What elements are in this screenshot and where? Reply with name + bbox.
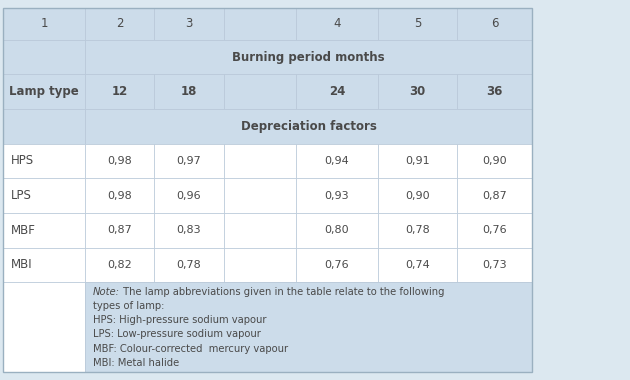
Bar — [296, 8, 378, 40]
Text: 0,76: 0,76 — [482, 225, 507, 235]
Text: 0,97: 0,97 — [176, 156, 202, 166]
Bar — [3, 8, 532, 372]
Text: 2: 2 — [116, 17, 123, 30]
Bar — [154, 74, 224, 109]
Bar — [3, 8, 85, 40]
Bar — [85, 178, 154, 213]
Text: 0,83: 0,83 — [176, 225, 202, 235]
Bar — [85, 144, 154, 178]
Text: Burning period months: Burning period months — [232, 51, 385, 63]
Text: 1: 1 — [40, 17, 48, 30]
Text: Note:: Note: — [93, 287, 120, 297]
Bar — [378, 74, 457, 109]
Bar — [3, 74, 85, 109]
Text: 3: 3 — [185, 17, 193, 30]
Text: 0,78: 0,78 — [176, 260, 202, 270]
Bar — [378, 213, 457, 248]
Bar — [457, 248, 532, 282]
Text: 0,98: 0,98 — [107, 191, 132, 201]
Text: 0,80: 0,80 — [324, 225, 350, 235]
Bar — [85, 109, 532, 144]
Text: 0,93: 0,93 — [324, 191, 350, 201]
Bar — [378, 248, 457, 282]
Text: 0,74: 0,74 — [405, 260, 430, 270]
Bar — [3, 109, 85, 144]
Bar — [85, 248, 154, 282]
Text: 0,94: 0,94 — [324, 156, 350, 166]
Text: 0,98: 0,98 — [107, 156, 132, 166]
Text: 0,87: 0,87 — [107, 225, 132, 235]
Bar — [296, 74, 378, 109]
Text: 0,90: 0,90 — [405, 191, 430, 201]
Text: 0,82: 0,82 — [107, 260, 132, 270]
Bar — [296, 144, 378, 178]
Bar — [154, 178, 224, 213]
Bar — [3, 248, 85, 282]
Bar — [154, 144, 224, 178]
Text: 24: 24 — [329, 85, 345, 98]
Text: 0,91: 0,91 — [405, 156, 430, 166]
Text: 5: 5 — [414, 17, 421, 30]
Bar — [457, 213, 532, 248]
Text: 0,87: 0,87 — [482, 191, 507, 201]
Bar — [224, 248, 296, 282]
Text: types of lamp:: types of lamp: — [93, 301, 164, 311]
Bar — [85, 40, 532, 74]
Bar — [378, 144, 457, 178]
Text: 36: 36 — [486, 85, 503, 98]
Text: HPS: HPS — [11, 155, 34, 168]
Text: MBI: Metal halide: MBI: Metal halide — [93, 358, 179, 368]
Bar — [3, 213, 85, 248]
Text: LPS: Low-pressure sodium vapour: LPS: Low-pressure sodium vapour — [93, 329, 260, 339]
Text: 0,90: 0,90 — [482, 156, 507, 166]
Text: LPS: LPS — [11, 189, 32, 202]
Bar — [154, 248, 224, 282]
Bar — [296, 178, 378, 213]
Text: 18: 18 — [181, 85, 197, 98]
Bar — [85, 8, 154, 40]
Bar — [457, 178, 532, 213]
Bar — [85, 74, 154, 109]
Text: HPS: High-pressure sodium vapour: HPS: High-pressure sodium vapour — [93, 315, 266, 325]
Bar — [224, 213, 296, 248]
Text: MBF: Colour-corrected  mercury vapour: MBF: Colour-corrected mercury vapour — [93, 344, 288, 354]
Bar — [85, 213, 154, 248]
Bar — [154, 213, 224, 248]
Text: MBI: MBI — [11, 258, 32, 271]
Bar — [3, 40, 85, 74]
Text: 0,73: 0,73 — [482, 260, 507, 270]
Bar — [378, 8, 457, 40]
Text: 30: 30 — [410, 85, 425, 98]
Bar — [457, 74, 532, 109]
Bar — [224, 8, 296, 40]
Text: The lamp abbreviations given in the table relate to the following: The lamp abbreviations given in the tabl… — [120, 287, 444, 297]
Text: MBF: MBF — [11, 224, 35, 237]
Bar — [224, 144, 296, 178]
Text: Depreciation factors: Depreciation factors — [241, 120, 377, 133]
Bar — [3, 282, 85, 372]
Bar — [3, 144, 85, 178]
Text: 0,76: 0,76 — [324, 260, 350, 270]
Bar — [378, 178, 457, 213]
Text: 4: 4 — [333, 17, 341, 30]
Bar — [224, 74, 296, 109]
Text: 6: 6 — [491, 17, 498, 30]
Bar — [224, 178, 296, 213]
Text: Lamp type: Lamp type — [9, 85, 79, 98]
Text: 0,96: 0,96 — [176, 191, 202, 201]
Bar — [457, 8, 532, 40]
Bar — [296, 248, 378, 282]
Text: 0,78: 0,78 — [405, 225, 430, 235]
Bar — [154, 8, 224, 40]
Text: 12: 12 — [112, 85, 128, 98]
Bar — [85, 282, 532, 372]
Bar — [296, 213, 378, 248]
Bar — [3, 178, 85, 213]
Bar — [457, 144, 532, 178]
